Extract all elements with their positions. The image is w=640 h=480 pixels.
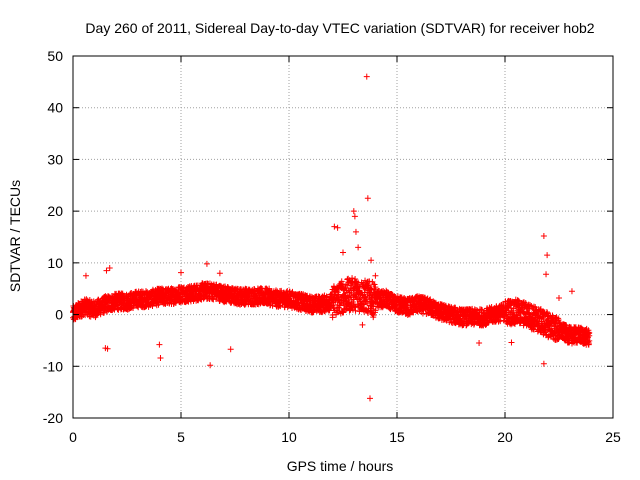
grid [73, 56, 613, 418]
x-tick-label: 25 [605, 429, 621, 445]
data-point-outlier [508, 339, 515, 346]
data-point-outlier [351, 213, 358, 220]
data-point-outlier [104, 345, 111, 352]
data-point-outlier [334, 224, 341, 231]
x-tick-label: 0 [69, 429, 77, 445]
data-point [399, 309, 406, 316]
data-point-outlier [363, 73, 370, 80]
data-point-outlier [82, 272, 89, 279]
data-point [537, 306, 544, 313]
data-point-outlier [540, 232, 547, 239]
data-point [506, 315, 513, 322]
data-point [586, 337, 593, 344]
data-point-outlier [372, 272, 379, 279]
data-point-outlier [544, 252, 551, 259]
data-point [210, 296, 217, 303]
data-point-outlier [207, 362, 214, 369]
data-point-outlier [543, 271, 550, 278]
y-tick-label: 30 [47, 151, 63, 167]
data-point-outlier [156, 341, 163, 348]
data-point-outlier [178, 269, 184, 276]
y-axis-label: SDTVAR / TECUs [7, 180, 23, 292]
x-tick-label: 20 [497, 429, 513, 445]
data-point-outlier [359, 321, 366, 328]
data-point [364, 300, 371, 307]
data-point [372, 307, 379, 314]
x-tick-label: 15 [389, 429, 405, 445]
data-point [471, 306, 478, 313]
data-point [352, 275, 359, 282]
x-tick-label: 5 [177, 429, 185, 445]
data-point-outlier [350, 208, 357, 215]
axis-ticks: 0 5 10 15 20 25 -20 -10 0 10 20 30 40 50 [43, 48, 621, 445]
data-point [340, 309, 347, 316]
data-point-outlier [331, 223, 338, 230]
data-point-outlier [352, 228, 359, 235]
data-point-outlier [216, 270, 223, 277]
data-point-outlier [368, 257, 375, 264]
data-point [349, 306, 356, 313]
data-point [366, 278, 373, 285]
data-point [132, 295, 139, 302]
y-tick-label: 40 [47, 100, 63, 116]
data-point [497, 318, 504, 325]
data-point [349, 298, 356, 305]
x-tick-label: 10 [281, 429, 297, 445]
data-point-outlier [370, 314, 377, 321]
data-point-outlier [355, 244, 362, 251]
data-point [586, 329, 593, 336]
x-axis-label: GPS time / hours [287, 458, 394, 474]
y-tick-label: 50 [47, 48, 63, 64]
data-point-outlier [476, 340, 483, 347]
data-point-outlier [203, 260, 210, 267]
y-tick-label: 20 [47, 203, 63, 219]
data-point-outlier [568, 288, 575, 295]
y-tick-label: 0 [55, 307, 63, 323]
y-tick-label: -10 [43, 358, 63, 374]
data-point-outlier [157, 355, 164, 362]
data-point [485, 319, 492, 326]
data-point-outlier [103, 267, 110, 274]
data-point [344, 282, 351, 289]
data-point [368, 286, 375, 293]
data-point-outlier [340, 249, 346, 256]
plot-frame [72, 55, 614, 419]
data-point [468, 321, 475, 328]
data-point [527, 302, 534, 309]
data-point-outlier [227, 346, 234, 353]
data-point [367, 285, 374, 292]
data-point [371, 281, 378, 288]
data-point-outlier [556, 295, 562, 302]
data-point [334, 291, 341, 298]
data-point [530, 303, 537, 310]
data-point [532, 304, 539, 311]
data-point [355, 296, 362, 303]
chart-title: Day 260 of 2011, Sidereal Day-to-day VTE… [85, 20, 594, 36]
data-point-outlier [540, 360, 547, 367]
data-point [158, 285, 165, 292]
y-tick-label: -20 [43, 410, 63, 426]
y-tick-label: 10 [47, 255, 63, 271]
data-series [70, 73, 593, 402]
data-point-outlier [106, 265, 113, 272]
data-point-outlier [367, 395, 373, 402]
data-point-outlier [364, 195, 371, 202]
